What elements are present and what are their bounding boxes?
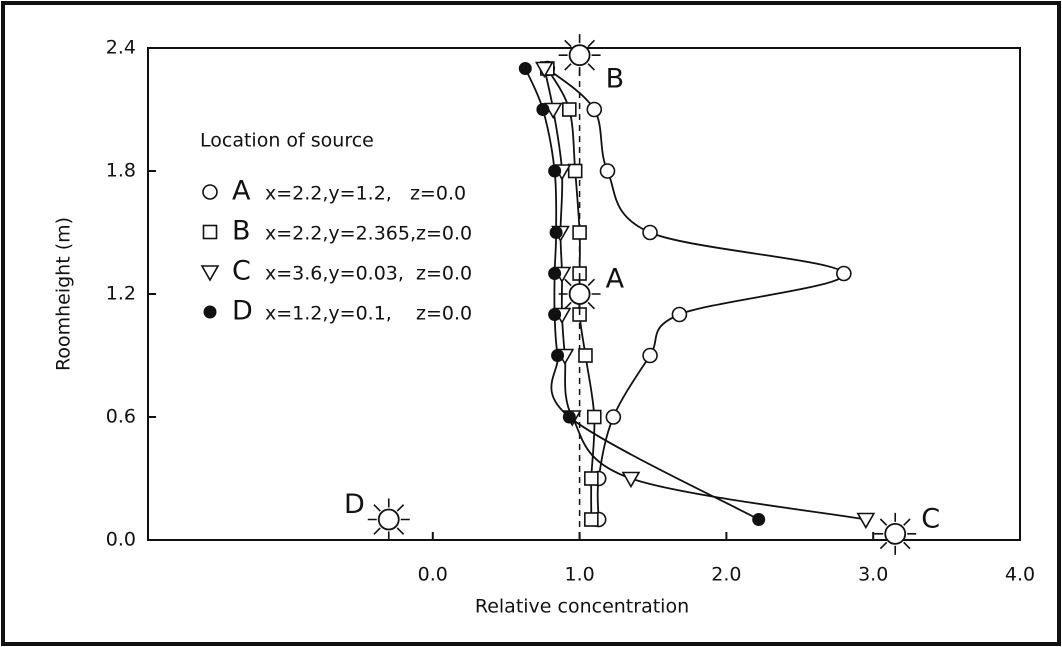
data-point [549, 226, 563, 239]
data-point [518, 62, 532, 75]
y-tick-label: 0.6 [106, 406, 136, 428]
data-point [836, 265, 852, 282]
x-tick-label: 4.0 [1005, 564, 1035, 586]
source-rays [558, 34, 601, 77]
data-point [642, 224, 658, 241]
source [884, 522, 907, 545]
data-point [605, 409, 622, 425]
data-point [548, 267, 562, 280]
y-axis-label: Roomheight (m) [53, 217, 75, 371]
legend-description: x=2.2,y=1.2, z=0.0 [265, 183, 466, 205]
legend-name: D [232, 296, 253, 327]
x-tick-label: 3.0 [858, 564, 888, 586]
source-rays [558, 273, 601, 315]
data-point [584, 512, 599, 527]
legend-marker [202, 184, 218, 200]
data-point [642, 347, 658, 364]
y-tick-label: 1.8 [106, 160, 136, 182]
legend-marker [203, 305, 217, 319]
x-tick-label: 0.0 [418, 564, 448, 586]
data-point [599, 163, 616, 179]
data-point [621, 471, 641, 489]
legend-marker [202, 224, 218, 240]
data-point [856, 512, 876, 530]
source [568, 44, 591, 67]
legend-description: x=2.2,y=2.365,z=0.0 [265, 223, 472, 245]
series-line [546, 67, 845, 520]
data-point [551, 349, 565, 362]
y-tick-label: 1.2 [106, 283, 136, 305]
data-point [578, 348, 593, 363]
data-point [562, 410, 576, 424]
data-point [567, 163, 583, 179]
legend-title: Location of source [200, 130, 374, 152]
source [568, 283, 591, 305]
source-label: C [921, 503, 940, 534]
data-point [752, 513, 766, 526]
data-point [586, 101, 603, 118]
x-tick-label: 1.0 [564, 564, 594, 586]
source-label: D [344, 489, 365, 520]
data-point [572, 225, 587, 240]
legend-name: C [232, 256, 251, 287]
x-tick-label: 2.0 [711, 564, 741, 586]
data-point [586, 409, 602, 425]
x-axis-label: Relative concentration [475, 596, 689, 618]
data-point [562, 102, 577, 117]
data-point [534, 61, 554, 79]
source-label: B [606, 64, 625, 95]
source-label: A [606, 264, 625, 295]
legend-name: B [232, 216, 251, 247]
data-point [536, 103, 550, 116]
source-rays [367, 498, 410, 541]
y-tick-label: 2.4 [106, 37, 136, 59]
series-line [524, 68, 760, 521]
data-point [548, 164, 562, 178]
legend-description: x=1.2,y=0.1, z=0.0 [265, 303, 472, 325]
source-rays [874, 512, 917, 555]
data-point [548, 308, 562, 321]
y-tick-label: 0.0 [106, 529, 136, 551]
legend-name: A [232, 176, 251, 207]
data-point [584, 471, 599, 486]
data-point [671, 306, 688, 323]
legend-marker [200, 265, 220, 282]
source [377, 508, 400, 531]
legend-description: x=3.6,y=0.03, z=0.0 [265, 263, 472, 285]
